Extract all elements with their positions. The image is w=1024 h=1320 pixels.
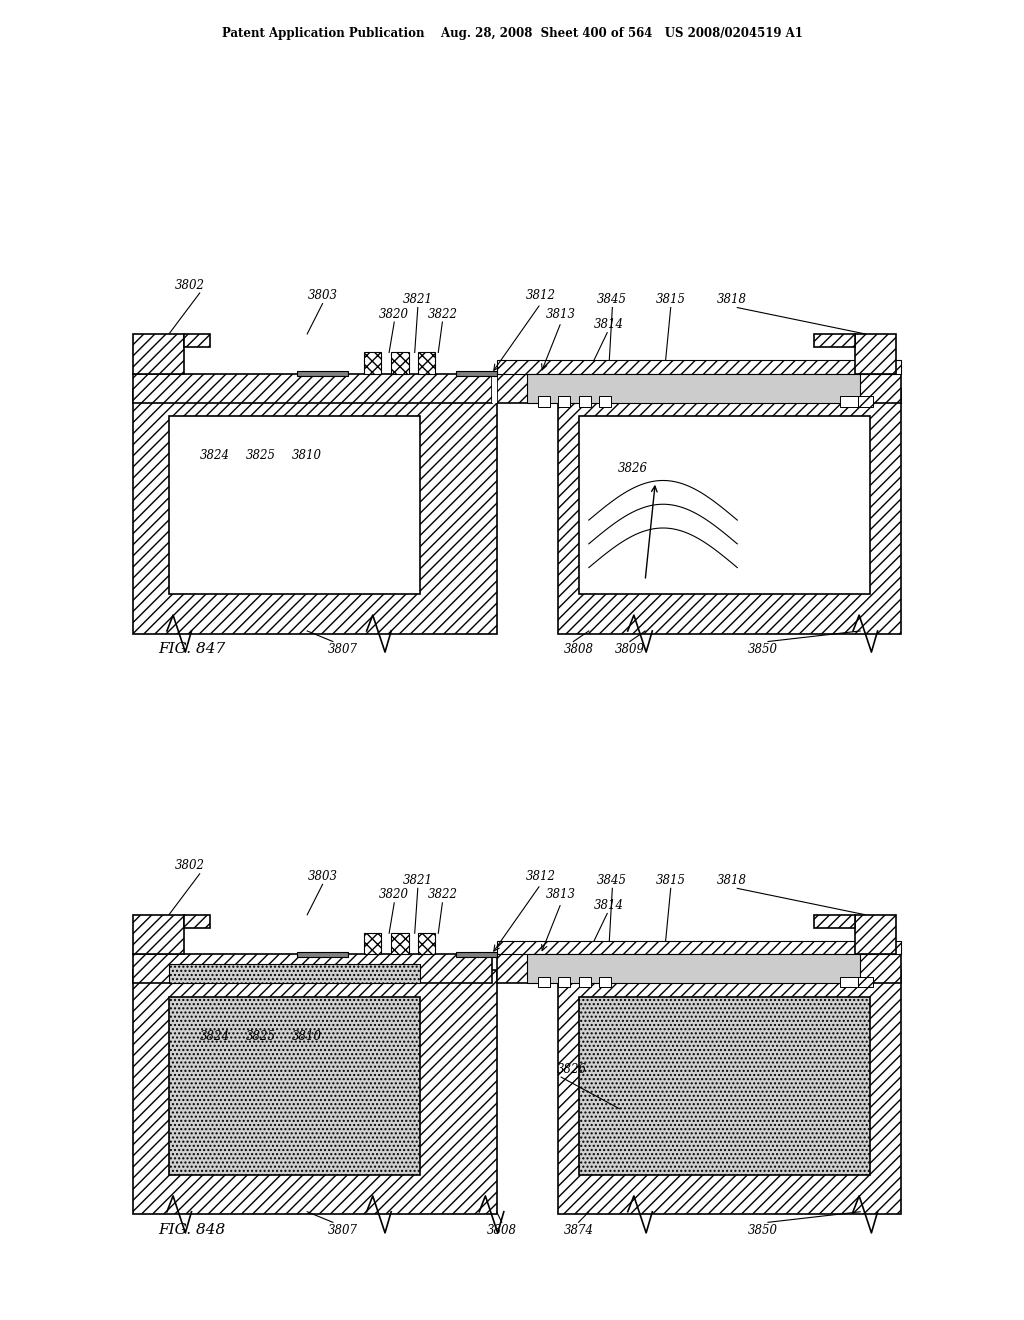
Bar <box>814 334 855 347</box>
Bar <box>858 396 873 407</box>
Text: 3813: 3813 <box>546 308 577 321</box>
Text: Patent Application Publication    Aug. 28, 2008  Sheet 400 of 564   US 2008/0204: Patent Application Publication Aug. 28, … <box>221 26 803 40</box>
Bar <box>133 334 184 374</box>
Text: 3826: 3826 <box>617 462 648 475</box>
Bar <box>418 352 435 374</box>
Bar <box>497 954 901 983</box>
Text: 3821: 3821 <box>402 293 433 306</box>
Bar <box>599 396 611 407</box>
Text: 3825: 3825 <box>246 1030 276 1043</box>
Text: 3807: 3807 <box>328 643 358 656</box>
Text: 3812: 3812 <box>525 289 556 302</box>
Bar <box>855 334 896 374</box>
Bar <box>133 970 497 1214</box>
Bar <box>391 352 409 374</box>
Bar <box>497 374 901 403</box>
Text: 3845: 3845 <box>597 874 628 887</box>
Text: 3818: 3818 <box>717 293 748 306</box>
Bar <box>497 941 901 954</box>
Text: 3809: 3809 <box>614 643 645 656</box>
Bar <box>814 915 855 928</box>
Bar <box>184 334 210 347</box>
Text: 3803: 3803 <box>307 870 338 883</box>
Bar <box>497 360 901 374</box>
Bar <box>840 977 858 987</box>
Text: 3825: 3825 <box>246 449 276 462</box>
Text: 3808: 3808 <box>486 1224 517 1237</box>
Text: 3812: 3812 <box>525 870 556 883</box>
Bar <box>418 933 435 954</box>
Bar <box>364 933 381 954</box>
Text: 3850: 3850 <box>748 1224 778 1237</box>
Text: 3802: 3802 <box>174 859 205 873</box>
Text: 3820: 3820 <box>379 308 410 321</box>
Text: 3808: 3808 <box>563 643 594 656</box>
Text: 3824: 3824 <box>200 1030 230 1043</box>
Bar <box>855 915 896 954</box>
Bar <box>364 352 381 374</box>
Text: 3807: 3807 <box>328 1224 358 1237</box>
Bar <box>133 374 492 403</box>
Bar <box>579 977 591 987</box>
Bar <box>840 396 858 407</box>
Bar <box>558 970 901 1214</box>
Text: 3810: 3810 <box>292 449 323 462</box>
Bar <box>579 416 870 594</box>
Text: 3826: 3826 <box>556 1063 587 1076</box>
Bar <box>169 964 420 983</box>
Text: 3818: 3818 <box>717 874 748 887</box>
Bar <box>133 389 497 634</box>
Text: FIG. 847: FIG. 847 <box>159 643 226 656</box>
Text: FIG. 848: FIG. 848 <box>159 1224 226 1237</box>
Text: 3815: 3815 <box>655 874 686 887</box>
Bar <box>184 915 210 928</box>
Bar <box>538 977 550 987</box>
Text: 3813: 3813 <box>546 888 577 902</box>
Text: 3822: 3822 <box>427 308 458 321</box>
Bar <box>169 416 420 594</box>
Text: 3845: 3845 <box>597 293 628 306</box>
Text: 3802: 3802 <box>174 279 205 292</box>
Bar <box>599 977 611 987</box>
Text: 3874: 3874 <box>563 1224 594 1237</box>
Bar <box>456 371 497 376</box>
Bar <box>579 396 591 407</box>
Bar <box>169 997 420 1175</box>
Bar <box>558 389 901 634</box>
Bar <box>579 416 870 594</box>
Bar <box>527 374 860 403</box>
Text: 3821: 3821 <box>402 874 433 887</box>
Text: 3822: 3822 <box>427 888 458 902</box>
Bar <box>492 374 497 403</box>
Text: 3820: 3820 <box>379 888 410 902</box>
Bar <box>558 977 570 987</box>
Bar <box>858 977 873 987</box>
Text: 3814: 3814 <box>594 899 625 912</box>
Bar <box>133 915 184 954</box>
Text: 3810: 3810 <box>292 1030 323 1043</box>
Text: 3803: 3803 <box>307 289 338 302</box>
Text: 3824: 3824 <box>200 449 230 462</box>
Text: 3815: 3815 <box>655 293 686 306</box>
Text: 3814: 3814 <box>594 318 625 331</box>
Bar <box>456 952 497 957</box>
Bar <box>169 416 420 594</box>
Bar <box>297 371 348 376</box>
Bar <box>538 396 550 407</box>
Bar <box>391 933 409 954</box>
Bar <box>558 396 570 407</box>
Bar <box>133 954 492 983</box>
Text: 3850: 3850 <box>748 643 778 656</box>
Bar <box>579 997 870 1175</box>
Bar <box>527 954 860 983</box>
Bar <box>297 952 348 957</box>
